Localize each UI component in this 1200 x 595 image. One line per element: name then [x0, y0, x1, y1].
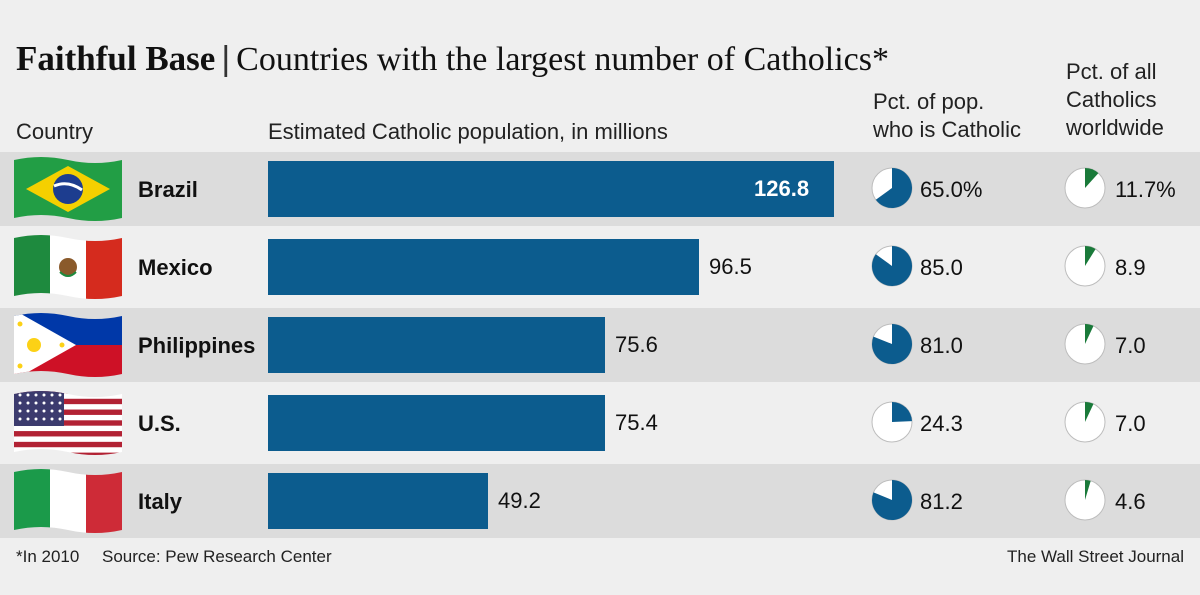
- pie-pct-world-italy: [1063, 478, 1107, 522]
- pie-pct-world-chart-us: [1064, 401, 1106, 443]
- pie-pct-world-chart-us-slice: [1085, 402, 1094, 422]
- col-header-pct-pop-line2: who is Catholic: [873, 117, 1021, 142]
- pct-world-label-us: 7.0: [1115, 411, 1146, 436]
- pie-pct-world-chart-brazil: [1064, 167, 1106, 209]
- pie-pct-pop-mexico: [870, 244, 914, 288]
- pie-pct-pop-chart-us: [871, 401, 913, 443]
- pie-pct-world-chart-mexico: [1064, 245, 1106, 287]
- country-label-italy: Italy: [138, 489, 183, 514]
- pct-pop-label-philippines: 81.0: [920, 333, 963, 358]
- bar-brazil: [268, 161, 834, 217]
- country-label-philippines: Philippines: [138, 333, 256, 358]
- col-header-pct-pop-line1: Pct. of pop.: [873, 89, 985, 114]
- italy-flag: [14, 466, 122, 536]
- bar-value-label-mexico: 96.5: [709, 254, 752, 279]
- pie-pct-pop-chart-mexico: [871, 245, 913, 287]
- col-header-population: Estimated Catholic population, in millio…: [268, 119, 668, 144]
- pie-pct-world-brazil: [1063, 166, 1107, 210]
- credit: The Wall Street Journal: [1007, 547, 1184, 566]
- pie-pct-world-chart-italy: [1064, 479, 1106, 521]
- pie-pct-pop-italy: [870, 478, 914, 522]
- pie-pct-world-chart-mexico-slice: [1085, 246, 1096, 266]
- footnote: *In 2010: [16, 547, 80, 566]
- bar-italy: [268, 473, 488, 529]
- col-header-pct-pop: Pct. of pop. who is Catholic: [873, 88, 1021, 144]
- pie-pct-pop-us: [870, 400, 914, 444]
- chart-title: Faithful Base | Countries with the largest…: [16, 34, 889, 84]
- col-header-pct-world: Pct. of all Catholics worldwide: [1066, 58, 1164, 142]
- pie-pct-pop-chart-italy: [871, 479, 913, 521]
- pie-pct-world-mexico: [1063, 244, 1107, 288]
- country-label-us: U.S.: [138, 411, 181, 436]
- pct-world-label-philippines: 7.0: [1115, 333, 1146, 358]
- pie-pct-pop-chart-italy-slice: [872, 480, 912, 520]
- mexico-flag: [14, 232, 122, 302]
- pct-pop-label-brazil: 65.0%: [920, 177, 983, 202]
- pie-pct-world-chart-italy-slice: [1085, 480, 1091, 500]
- pie-pct-pop-philippines: [870, 322, 914, 366]
- pie-pct-pop-brazil: [870, 166, 914, 210]
- pie-pct-world-chart-philippines: [1064, 323, 1106, 365]
- col-header-country: Country: [16, 119, 94, 144]
- pct-world-label-brazil: 11.7%: [1115, 177, 1176, 202]
- pct-pop-label-mexico: 85.0: [920, 255, 963, 280]
- pie-pct-pop-chart-us-slice: [892, 402, 912, 422]
- brazil-flag: [14, 154, 122, 224]
- title-bold: Faithful Base: [16, 39, 216, 78]
- row-band-italy: [0, 464, 1200, 538]
- col-header-pct-world-line3: worldwide: [1066, 115, 1164, 140]
- bar-value-label-us: 75.4: [615, 410, 658, 435]
- country-label-brazil: Brazil: [138, 177, 198, 202]
- source-note: Source: Pew Research Center: [102, 547, 332, 566]
- pct-pop-label-italy: 81.2: [920, 489, 963, 514]
- bar-value-label-philippines: 75.6: [615, 332, 658, 357]
- us-flag: [14, 388, 122, 458]
- pct-world-label-italy: 4.6: [1115, 489, 1146, 514]
- pie-pct-world-philippines: [1063, 322, 1107, 366]
- pie-pct-pop-chart-philippines: [871, 323, 913, 365]
- pct-world-label-mexico: 8.9: [1115, 255, 1146, 280]
- bar-value-label-brazil: 126.8: [754, 176, 810, 201]
- pie-pct-pop-chart-philippines-slice: [872, 324, 912, 364]
- bar-mexico: [268, 239, 699, 295]
- country-label-mexico: Mexico: [138, 255, 213, 280]
- pie-pct-world-chart-philippines-slice: [1085, 324, 1094, 344]
- philippines-flag: [14, 310, 122, 380]
- pie-pct-pop-chart-mexico-slice: [872, 246, 912, 286]
- bar-us: [268, 395, 605, 451]
- bar-value-label-italy: 49.2: [498, 488, 541, 513]
- bar-philippines: [268, 317, 605, 373]
- pie-pct-world-chart-brazil-slice: [1085, 168, 1099, 188]
- pie-pct-pop-chart-brazil-slice: [875, 168, 912, 208]
- col-header-pct-world-line1: Pct. of all: [1066, 59, 1157, 84]
- pie-pct-pop-chart-brazil: [871, 167, 913, 209]
- col-header-pct-world-line2: Catholics: [1066, 87, 1157, 112]
- title-subtitle: Countries with the largest number of Cat…: [236, 41, 889, 78]
- title-separator: |: [221, 40, 231, 78]
- pie-pct-world-us: [1063, 400, 1107, 444]
- pct-pop-label-us: 24.3: [920, 411, 963, 436]
